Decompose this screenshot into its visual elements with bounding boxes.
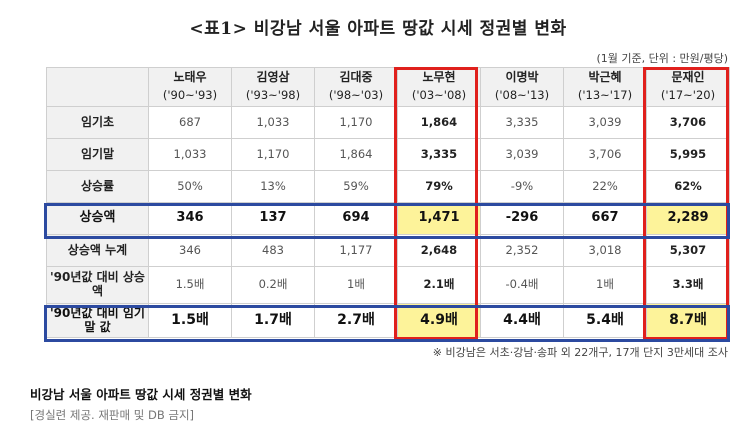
row-label: 상승액 누계: [46, 234, 149, 267]
table-row: 상승액 누계 346 483 1,177 2,648 2,352 3,018 5…: [46, 234, 730, 267]
table-cell: 1배: [314, 266, 398, 304]
row-label: 임기초: [46, 106, 149, 139]
table-row-final-ratio: '90년값 대비 임기말 값 1.5배 1.7배 2.7배 4.9배 4.4배 …: [46, 303, 730, 338]
table-title: <표1> 비강남 서울 아파트 땅값 시세 정권별 변화: [189, 19, 567, 39]
table-cell: 79%: [397, 170, 481, 203]
row-label: '90년값 대비 임기말 값: [46, 303, 149, 338]
president-name: 김영삼: [256, 70, 290, 85]
unit-note: (1월 기준, 단위 : 만원/평당): [596, 52, 728, 65]
table-cell: 2,352: [480, 234, 564, 267]
row-label: 상승률: [46, 170, 149, 203]
table-cell: 667: [563, 202, 647, 235]
table-row: 임기말 1,033 1,170 1,864 3,335 3,039 3,706 …: [46, 138, 730, 171]
table-cell: -9%: [480, 170, 564, 203]
table-cell: 2.1배: [397, 266, 481, 304]
president-name: 문재인: [671, 70, 705, 85]
table-cell: 3,039: [480, 138, 564, 171]
table-cell: 1,864: [397, 106, 481, 139]
table-cell: 346: [148, 234, 232, 267]
table-cell: 1,033: [231, 106, 315, 139]
term-period: ('93~'98): [245, 88, 301, 103]
term-period: ('90~'93): [162, 88, 218, 103]
table-cell: 1.5배: [148, 303, 232, 338]
table-cell: 2.7배: [314, 303, 398, 338]
term-period: ('03~'08): [411, 88, 467, 103]
table-row-rise-amount: 상승액 346 137 694 1,471 -296 667 2,289: [46, 202, 730, 235]
table-cell: 3,039: [563, 106, 647, 139]
image-caption: 비강남 서울 아파트 땅값 시세 정권별 변화: [30, 387, 252, 402]
table-cell: 5,307: [646, 234, 730, 267]
column-header: 김대중 ('98~'03): [314, 67, 398, 107]
row-label: '90년값 대비 상승액: [46, 266, 149, 304]
table-cell: 1,864: [314, 138, 398, 171]
table-cell: 1,177: [314, 234, 398, 267]
corner-cell: [46, 67, 149, 107]
term-period: ('98~'03): [328, 88, 384, 103]
table-cell: 1배: [563, 266, 647, 304]
price-table: 노태우 ('90~'93) 김영삼 ('93~'98) 김대중 ('98~'03) 노…: [46, 67, 730, 338]
row-label: 임기말: [46, 138, 149, 171]
image-credit: [경실련 제공. 재판매 및 DB 금지]: [30, 408, 195, 422]
table-cell: 0.2배: [231, 266, 315, 304]
table-cell: 137: [231, 202, 315, 235]
table-cell: 346: [148, 202, 232, 235]
highlighted-cell: 8.7배: [646, 303, 730, 338]
table-cell: 62%: [646, 170, 730, 203]
table-cell: 13%: [231, 170, 315, 203]
table-cell: 694: [314, 202, 398, 235]
table-cell: 59%: [314, 170, 398, 203]
president-name: 노무현: [422, 70, 456, 85]
table-cell: 50%: [148, 170, 232, 203]
table-row: 임기초 687 1,033 1,170 1,864 3,335 3,039 3,…: [46, 106, 730, 139]
column-header: 노무현 ('03~'08): [397, 67, 481, 107]
table-cell: -296: [480, 202, 564, 235]
table-cell: 1,033: [148, 138, 232, 171]
term-period: ('17~'20): [660, 88, 716, 103]
president-name: 김대중: [339, 70, 373, 85]
term-period: ('13~'17): [577, 88, 633, 103]
table-cell: 5,995: [646, 138, 730, 171]
table-cell: 5.4배: [563, 303, 647, 338]
table-cell: 1.5배: [148, 266, 232, 304]
table-cell: 4.4배: [480, 303, 564, 338]
president-name: 박근혜: [588, 70, 622, 85]
row-label: 상승액: [46, 202, 149, 235]
table-cell: 3,018: [563, 234, 647, 267]
table-cell: 22%: [563, 170, 647, 203]
table-cell: 483: [231, 234, 315, 267]
column-header: 이명박 ('08~'13): [480, 67, 564, 107]
table-row: 상승률 50% 13% 59% 79% -9% 22% 62%: [46, 170, 730, 203]
term-period: ('08~'13): [494, 88, 550, 103]
table-cell: 3,335: [397, 138, 481, 171]
president-name: 노태우: [173, 70, 207, 85]
president-name: 이명박: [505, 70, 539, 85]
table-row: '90년값 대비 상승액 1.5배 0.2배 1배 2.1배 -0.4배 1배 …: [46, 266, 730, 304]
table-cell: 1,170: [314, 106, 398, 139]
column-header: 김영삼 ('93~'98): [231, 67, 315, 107]
table-cell: 2,648: [397, 234, 481, 267]
table-cell: 3,335: [480, 106, 564, 139]
column-header: 박근혜 ('13~'17): [563, 67, 647, 107]
column-header: 노태우 ('90~'93): [148, 67, 232, 107]
highlighted-cell: 2,289: [646, 202, 730, 235]
footnote: ※ 비강남은 서초·강남·송파 외 22개구, 17개 단지 3만세대 조사: [432, 346, 728, 359]
table-cell: 1.7배: [231, 303, 315, 338]
table-cell: 687: [148, 106, 232, 139]
table-cell: -0.4배: [480, 266, 564, 304]
table-cell: 3.3배: [646, 266, 730, 304]
table-cell: 1,170: [231, 138, 315, 171]
table-cell: 3,706: [563, 138, 647, 171]
column-header: 문재인 ('17~'20): [646, 67, 730, 107]
header-row: 노태우 ('90~'93) 김영삼 ('93~'98) 김대중 ('98~'03) 노…: [46, 67, 730, 107]
table-cell: 3,706: [646, 106, 730, 139]
highlighted-cell: 1,471: [397, 202, 481, 235]
highlighted-cell: 4.9배: [397, 303, 481, 338]
